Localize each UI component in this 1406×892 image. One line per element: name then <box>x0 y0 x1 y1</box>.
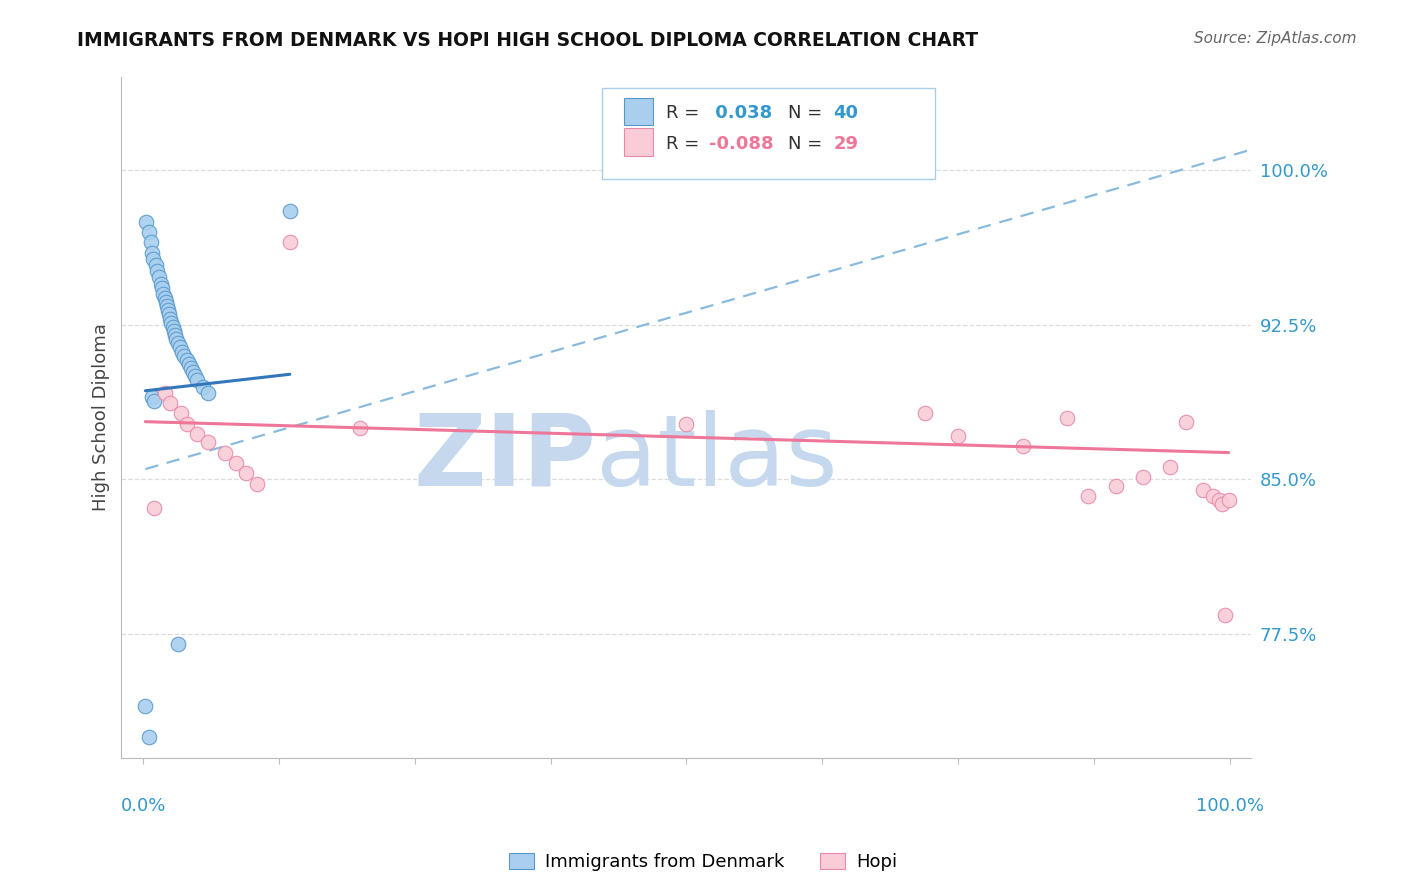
Point <box>170 406 193 420</box>
Point <box>135 215 157 229</box>
FancyBboxPatch shape <box>602 87 935 179</box>
Point <box>146 264 169 278</box>
Point <box>172 344 194 359</box>
Point <box>176 417 198 431</box>
Point <box>914 406 936 420</box>
Point <box>1202 489 1225 503</box>
Point <box>141 245 163 260</box>
Point <box>191 379 214 393</box>
Point <box>148 270 170 285</box>
Point <box>138 730 160 744</box>
Point <box>1077 489 1099 503</box>
Point <box>1132 470 1154 484</box>
Text: N =: N = <box>789 104 828 122</box>
Point <box>173 349 195 363</box>
Point <box>134 699 156 714</box>
Point <box>675 417 697 431</box>
Point <box>1012 439 1035 453</box>
Point <box>138 225 160 239</box>
Text: Source: ZipAtlas.com: Source: ZipAtlas.com <box>1194 31 1357 46</box>
Y-axis label: High School Diploma: High School Diploma <box>93 324 110 511</box>
Point <box>214 445 236 459</box>
Point <box>184 369 207 384</box>
Point <box>155 295 177 310</box>
Point <box>165 332 187 346</box>
Point <box>1104 478 1126 492</box>
Point <box>141 390 163 404</box>
Text: R =: R = <box>666 135 704 153</box>
Point <box>946 429 969 443</box>
Point <box>176 352 198 367</box>
Point <box>162 324 184 338</box>
Point <box>153 291 176 305</box>
Point <box>169 341 191 355</box>
Text: R =: R = <box>666 104 704 122</box>
Point <box>186 427 208 442</box>
Point <box>162 319 184 334</box>
Point <box>278 235 301 250</box>
Point <box>1159 460 1181 475</box>
FancyBboxPatch shape <box>624 128 652 156</box>
Point <box>167 336 190 351</box>
Point <box>145 258 167 272</box>
Text: N =: N = <box>789 135 828 153</box>
Point <box>149 277 172 291</box>
Point <box>1175 415 1198 429</box>
Point <box>180 361 202 376</box>
Point <box>246 476 269 491</box>
Text: ZIP: ZIP <box>413 409 596 507</box>
Point <box>1208 493 1230 508</box>
Text: 0.0%: 0.0% <box>121 797 166 814</box>
Point <box>143 394 166 409</box>
Point <box>225 456 247 470</box>
Point <box>197 385 219 400</box>
Point <box>160 316 183 330</box>
Point <box>1191 483 1213 497</box>
Point <box>186 374 208 388</box>
Text: 100.0%: 100.0% <box>1195 797 1264 814</box>
Point <box>1213 608 1236 623</box>
Point <box>181 365 204 379</box>
Point <box>235 467 257 481</box>
Point <box>159 396 181 410</box>
Text: 29: 29 <box>834 135 858 153</box>
Point <box>349 421 371 435</box>
Text: 40: 40 <box>834 104 858 122</box>
Text: atlas: atlas <box>596 409 838 507</box>
Point <box>159 311 181 326</box>
Point <box>177 357 200 371</box>
Point <box>1211 497 1233 511</box>
Point <box>139 235 162 250</box>
Point <box>1056 410 1078 425</box>
Point <box>278 204 301 219</box>
Point <box>142 252 165 266</box>
Text: IMMIGRANTS FROM DENMARK VS HOPI HIGH SCHOOL DIPLOMA CORRELATION CHART: IMMIGRANTS FROM DENMARK VS HOPI HIGH SCH… <box>77 31 979 50</box>
Legend: Immigrants from Denmark, Hopi: Immigrants from Denmark, Hopi <box>502 846 904 879</box>
Point <box>167 637 190 651</box>
Point <box>157 308 180 322</box>
Point <box>157 303 180 318</box>
Point <box>163 328 186 343</box>
Point <box>153 385 176 400</box>
Point <box>143 501 166 516</box>
Text: 0.038: 0.038 <box>709 104 772 122</box>
FancyBboxPatch shape <box>624 98 652 125</box>
Point <box>152 286 174 301</box>
Point <box>1218 493 1240 508</box>
Text: -0.088: -0.088 <box>709 135 773 153</box>
Point <box>156 299 179 313</box>
Point <box>197 435 219 450</box>
Point <box>150 281 173 295</box>
